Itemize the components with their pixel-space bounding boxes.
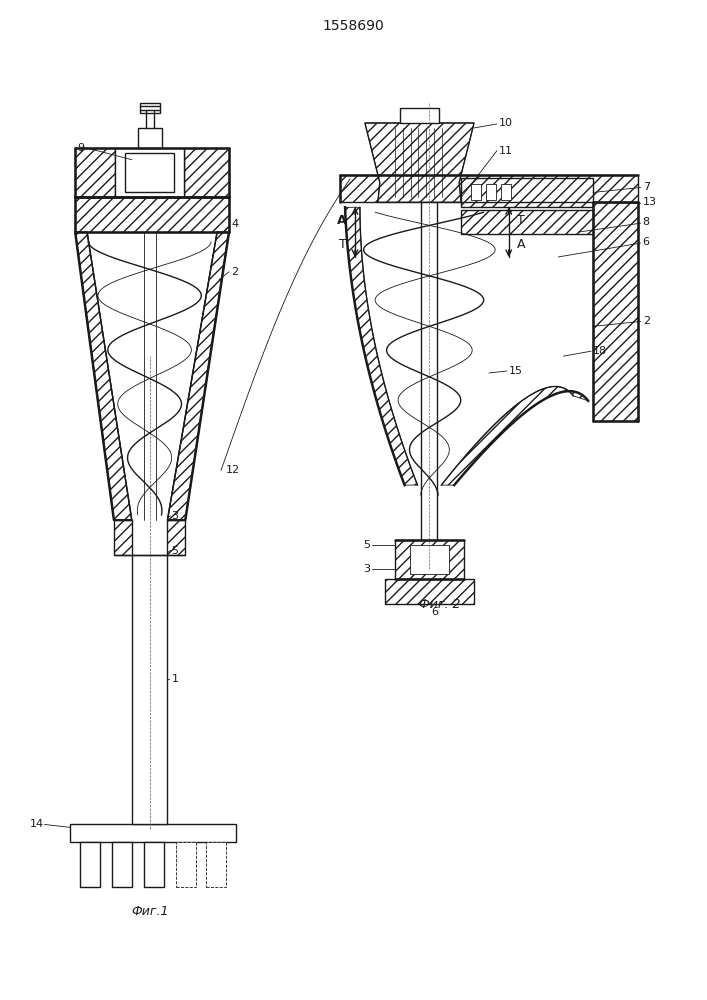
Polygon shape <box>138 128 161 148</box>
Text: 8: 8 <box>643 217 650 227</box>
Polygon shape <box>395 540 464 579</box>
Polygon shape <box>70 824 236 842</box>
Polygon shape <box>112 842 132 887</box>
Text: 14: 14 <box>30 819 45 829</box>
Polygon shape <box>441 386 588 485</box>
Text: 3: 3 <box>171 511 178 521</box>
Polygon shape <box>168 520 185 555</box>
Text: 18: 18 <box>593 346 607 356</box>
Polygon shape <box>132 555 168 824</box>
Polygon shape <box>206 842 226 887</box>
Text: 15: 15 <box>509 366 522 376</box>
Text: 11: 11 <box>499 146 513 156</box>
Polygon shape <box>125 153 175 192</box>
Text: Фиг.1: Фиг.1 <box>131 905 168 918</box>
Text: Фиг. 2: Фиг. 2 <box>419 598 460 611</box>
Text: 2: 2 <box>643 316 650 326</box>
Text: А: А <box>517 238 525 251</box>
Polygon shape <box>461 178 593 207</box>
Text: 4: 4 <box>231 219 238 229</box>
Polygon shape <box>593 202 638 421</box>
Text: 5: 5 <box>171 546 178 556</box>
Polygon shape <box>501 184 510 200</box>
Polygon shape <box>409 545 449 574</box>
Polygon shape <box>75 197 229 232</box>
Polygon shape <box>75 148 115 197</box>
Polygon shape <box>345 207 418 485</box>
Polygon shape <box>365 123 474 202</box>
Polygon shape <box>80 842 100 887</box>
Text: 7: 7 <box>643 182 650 192</box>
Polygon shape <box>114 520 132 555</box>
Text: 1: 1 <box>171 674 178 684</box>
Polygon shape <box>399 108 439 123</box>
Polygon shape <box>461 210 593 234</box>
Text: 2: 2 <box>231 267 238 277</box>
Polygon shape <box>471 184 481 200</box>
Text: 12: 12 <box>226 465 240 475</box>
Text: 9: 9 <box>77 143 84 153</box>
Polygon shape <box>140 103 160 113</box>
Text: 6: 6 <box>431 607 438 617</box>
Polygon shape <box>385 579 474 604</box>
Text: 3: 3 <box>363 564 370 574</box>
Polygon shape <box>177 842 197 887</box>
Polygon shape <box>115 148 185 197</box>
Text: 10: 10 <box>499 118 513 128</box>
Text: 5: 5 <box>363 540 370 550</box>
Polygon shape <box>486 184 496 200</box>
Polygon shape <box>75 232 132 520</box>
Polygon shape <box>185 148 229 197</box>
Text: Т: Т <box>339 238 347 251</box>
Text: 6: 6 <box>643 237 650 247</box>
Polygon shape <box>144 842 163 887</box>
Polygon shape <box>340 175 638 202</box>
Text: Т: Т <box>517 214 525 227</box>
Text: 13: 13 <box>643 197 657 207</box>
Text: А: А <box>337 214 347 227</box>
Text: 1558690: 1558690 <box>322 19 384 33</box>
Polygon shape <box>168 232 229 520</box>
